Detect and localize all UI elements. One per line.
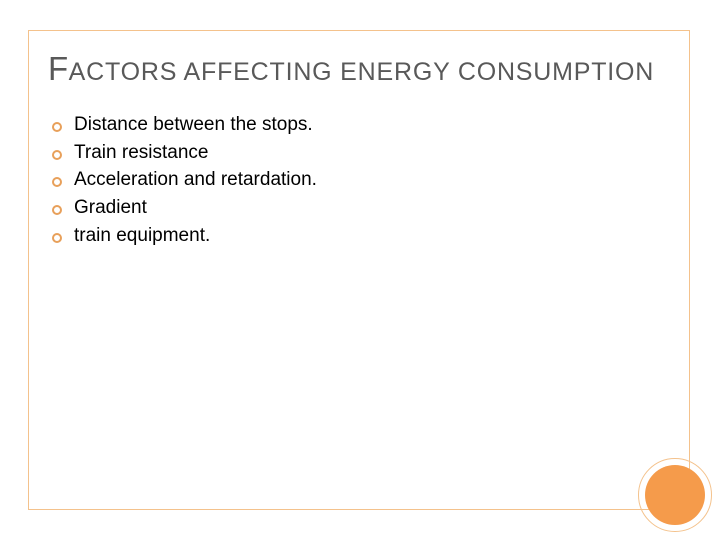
slide-title: FACTORS AFFECTING ENERGY CONSUMPTION [48,50,672,88]
list-item: Gradient [52,195,668,221]
slide-border [28,30,690,510]
list-item: Distance between the stops. [52,112,668,138]
corner-circle-icon [645,465,705,525]
list-item-text: Gradient [74,195,147,221]
title-rest: ACTORS AFFECTING ENERGY CONSUMPTION [69,58,654,86]
list-item: Acceleration and retardation. [52,167,668,193]
bullet-icon [52,150,62,160]
bullet-icon [52,205,62,215]
list-item: train equipment. [52,223,668,249]
bullet-icon [52,177,62,187]
title-initial-cap: F [48,50,69,87]
bullet-icon [52,233,62,243]
list-item-text: Acceleration and retardation. [74,167,317,193]
bullet-icon [52,122,62,132]
bullet-list: Distance between the stops. Train resist… [52,112,668,250]
list-item-text: train equipment. [74,223,210,249]
list-item: Train resistance [52,140,668,166]
list-item-text: Train resistance [74,140,208,166]
list-item-text: Distance between the stops. [74,112,313,138]
